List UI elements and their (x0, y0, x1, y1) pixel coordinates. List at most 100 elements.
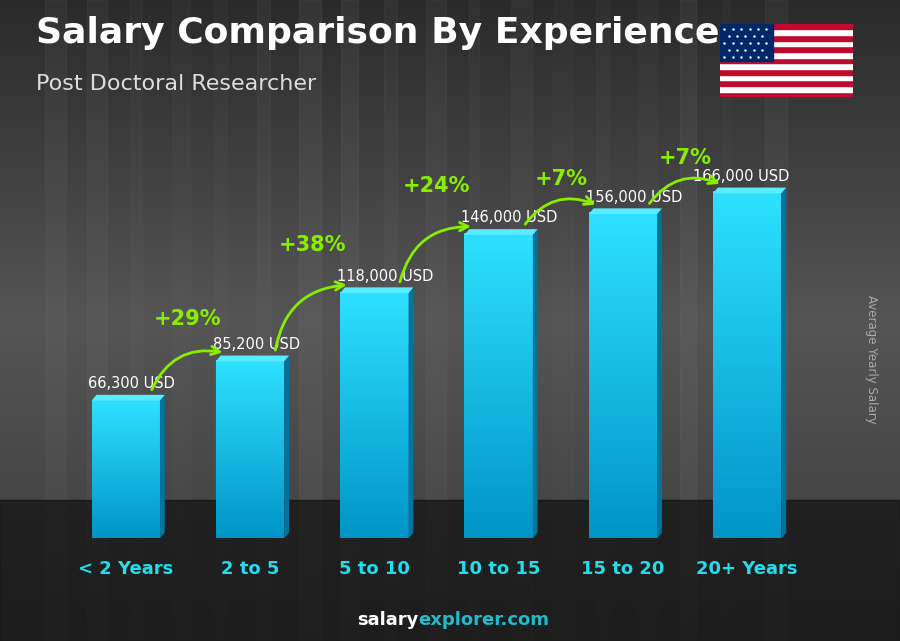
Bar (464, 331, 533, 337)
Bar (340, 485, 409, 489)
Bar (464, 305, 533, 311)
Bar (589, 370, 657, 376)
Bar (464, 479, 533, 485)
Bar (92, 476, 160, 478)
Bar (216, 409, 284, 412)
Bar (589, 305, 657, 312)
Bar (340, 451, 409, 456)
Bar (340, 383, 409, 388)
Bar (92, 506, 160, 509)
Bar (92, 455, 160, 458)
Bar (713, 390, 781, 396)
Bar (713, 333, 781, 340)
Bar (340, 420, 409, 425)
Bar (464, 419, 533, 424)
Bar (92, 469, 160, 471)
Bar (464, 392, 533, 398)
Bar (340, 506, 409, 511)
Bar (464, 343, 533, 349)
Bar (340, 331, 409, 336)
Bar (589, 378, 657, 385)
Bar (340, 326, 409, 330)
Bar (464, 233, 533, 238)
Bar (340, 488, 409, 492)
Bar (589, 411, 657, 417)
Bar (713, 320, 781, 327)
Bar (713, 437, 781, 444)
Bar (340, 500, 409, 504)
Bar (340, 522, 409, 526)
Bar (340, 340, 409, 345)
Bar (713, 338, 781, 344)
Polygon shape (92, 395, 165, 401)
Bar (92, 433, 160, 435)
Bar (92, 534, 160, 537)
Bar (92, 400, 160, 403)
Bar (464, 510, 533, 515)
Bar (216, 420, 284, 423)
Bar (92, 412, 160, 414)
Bar (720, 75, 853, 80)
Bar (464, 335, 533, 341)
Bar (340, 399, 409, 404)
Bar (464, 415, 533, 421)
Bar (216, 369, 284, 372)
Bar (464, 282, 533, 288)
Bar (464, 533, 533, 538)
Bar (589, 431, 657, 437)
Bar (720, 86, 853, 92)
Bar (589, 423, 657, 429)
Bar (92, 505, 160, 508)
Bar (216, 493, 284, 496)
Bar (464, 260, 533, 265)
Bar (216, 469, 284, 472)
Bar (713, 299, 781, 306)
Bar (216, 424, 284, 428)
Bar (92, 486, 160, 488)
Bar (92, 470, 160, 473)
Bar (464, 408, 533, 413)
Bar (464, 487, 533, 493)
Bar (340, 439, 409, 444)
Text: Salary Comparison By Experience: Salary Comparison By Experience (36, 16, 719, 50)
Bar (713, 528, 781, 534)
Bar (713, 424, 781, 431)
Bar (469, 0, 477, 641)
Bar (340, 295, 409, 299)
Bar (340, 482, 409, 487)
Bar (92, 489, 160, 492)
Bar (216, 378, 284, 381)
Bar (216, 497, 284, 501)
Bar (713, 265, 781, 271)
Polygon shape (781, 188, 787, 538)
Bar (713, 243, 781, 249)
Bar (713, 407, 781, 413)
Bar (216, 533, 284, 537)
Text: explorer.com: explorer.com (418, 612, 550, 629)
Bar (464, 313, 533, 319)
Bar (713, 208, 781, 215)
Bar (340, 408, 409, 413)
Bar (216, 444, 284, 447)
Bar (92, 501, 160, 504)
Bar (464, 457, 533, 463)
Bar (340, 328, 409, 333)
Bar (92, 436, 160, 438)
Text: +7%: +7% (659, 148, 712, 169)
Bar (92, 415, 160, 418)
Bar (720, 29, 853, 35)
Bar (340, 356, 409, 361)
Bar (713, 519, 781, 526)
Bar (713, 377, 781, 383)
Bar (216, 484, 284, 488)
Bar (92, 528, 160, 530)
Bar (92, 446, 160, 449)
Bar (340, 396, 409, 401)
Bar (92, 531, 160, 533)
Bar (92, 524, 160, 526)
Bar (0, 500, 900, 641)
Bar (464, 396, 533, 402)
Bar (216, 438, 284, 441)
Bar (713, 515, 781, 521)
Polygon shape (657, 208, 662, 538)
